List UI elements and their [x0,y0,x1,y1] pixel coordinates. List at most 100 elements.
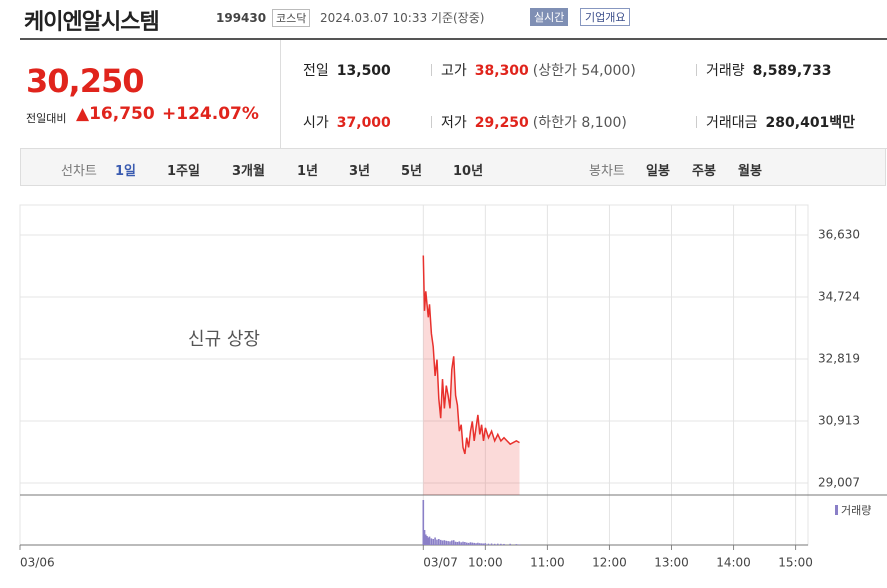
volume-bar [447,541,449,545]
separator [696,116,697,128]
volume-bar [471,542,474,545]
summary-note: (상한가 54,000) [532,63,636,79]
summary-cell: 전일 13,500 [303,60,391,80]
summary-cell: 저가 29,250 (하한가 8,100) [441,112,627,132]
change-pct: +124.07% [162,104,259,124]
volume-bar [424,534,427,545]
summary-value: 280,401백만 [765,115,856,131]
stock-name: 케이엔알시스템 [24,10,160,35]
annotation: 신규 상장 [188,329,260,350]
volume-bar [436,539,438,545]
volume-bar [462,541,464,545]
change-value: 16,750 [89,104,155,124]
change-label: 전일대비 [26,112,67,125]
separator [696,64,697,76]
x-tick-label: 11:00 [530,556,565,570]
period-tab[interactable]: 1년 [297,164,319,179]
volume-bar [509,543,511,545]
period-tab[interactable]: 1주일 [167,164,200,179]
volume-bar [518,544,521,545]
volume-legend: 거래량 [841,504,871,517]
line-chart-label: 선차트 [61,164,97,179]
period-tab[interactable]: 10년 [453,164,484,179]
y-tick-label: 30,913 [818,413,860,427]
candle-chart-label: 봉차트 [589,164,625,179]
volume-bar [475,543,477,545]
x-tick-label: 03/07 [423,556,458,570]
current-price: 30,250 [26,62,144,100]
summary-label: 저가 [441,115,467,131]
company-button[interactable]: 기업개요 [580,8,631,26]
y-tick-label: 32,819 [818,351,860,365]
volume-bar [443,540,446,545]
summary-note: (하한가 8,100) [532,115,627,131]
period-tab[interactable]: 3년 [349,164,371,179]
summary-value: 38,300 [474,63,529,79]
volume-bar [454,541,457,545]
x-tick-label: 15:00 [778,556,813,570]
volume-bar [482,543,485,545]
summary-value: 13,500 [336,63,391,79]
candle-tab[interactable]: 일봉 [646,164,670,179]
volume-bar [496,543,499,545]
volume-bar [467,542,470,545]
volume-bar [439,539,442,545]
volume-bar [503,543,505,545]
separator [431,64,432,76]
x-tick-label: 14:00 [716,556,751,570]
volume-bar [452,540,455,545]
y-tick-label: 36,630 [818,227,860,241]
volume-bar [464,542,466,545]
volume-bar [432,539,435,545]
period-tab[interactable]: 1일 [115,164,137,179]
summary-cell: 거래대금 280,401백만 [706,112,855,132]
price-box: 30,250 전일대비 ▲16,750 +124.07% [20,40,281,149]
candle-tab[interactable]: 월봉 [738,164,762,179]
y-tick-label: 29,007 [818,475,860,489]
datetime: 2024.03.07 10:33 기준(장중) [320,11,485,25]
volume-legend-swatch [835,505,838,515]
volume-bar [451,540,453,545]
volume-bar [426,536,428,545]
x-tick-label: 10:00 [468,556,503,570]
stock-code: 199430 [216,11,267,25]
volume-bar [500,543,502,545]
volume-bar [430,538,433,545]
market-badge: 코스닥 [272,9,311,27]
volume-bar [422,500,425,545]
candle-tab[interactable]: 주봉 [692,164,716,179]
volume-bar [493,543,496,545]
volume-bar [515,544,518,545]
volume-bar [428,536,431,545]
volume-bar [487,543,490,545]
plot-frame [19,204,809,546]
summary-label: 전일 [303,63,329,79]
x-tick-label: 13:00 [654,556,689,570]
summary-value: 37,000 [336,115,391,131]
summary-cell: 거래량 8,589,733 [706,60,831,80]
volume-bar [434,537,436,545]
volume-bar [477,542,479,545]
change: ▲16,750 [76,104,155,124]
volume-bar [465,542,468,545]
volume-bar [449,541,451,545]
tab-bar: 선차트 1일 1주일 3개월 1년 3년 5년 10년 봉차트 일봉 주봉 월봉 [20,148,886,186]
volume-bar [473,542,475,545]
period-tab[interactable]: 3개월 [232,164,265,179]
summary-cell: 시가 37,000 [303,112,391,132]
volume-bar [456,542,459,545]
summary-value: 29,250 [474,115,529,131]
realtime-button[interactable]: 실시간 [530,8,569,26]
separator [431,116,432,128]
x-tick-label: 03/06 [20,556,55,570]
summary-label: 거래대금 [706,115,758,131]
period-tab[interactable]: 5년 [401,164,423,179]
volume-bar [441,540,444,545]
volume-bar [490,543,493,545]
price-line [422,255,520,455]
chart: 29,007 30,913 32,819 34,724 36,630 03/06 03/07… [19,204,887,570]
summary-label: 거래량 [706,63,745,79]
volume-bar [480,543,483,545]
volume-bar [478,543,481,545]
